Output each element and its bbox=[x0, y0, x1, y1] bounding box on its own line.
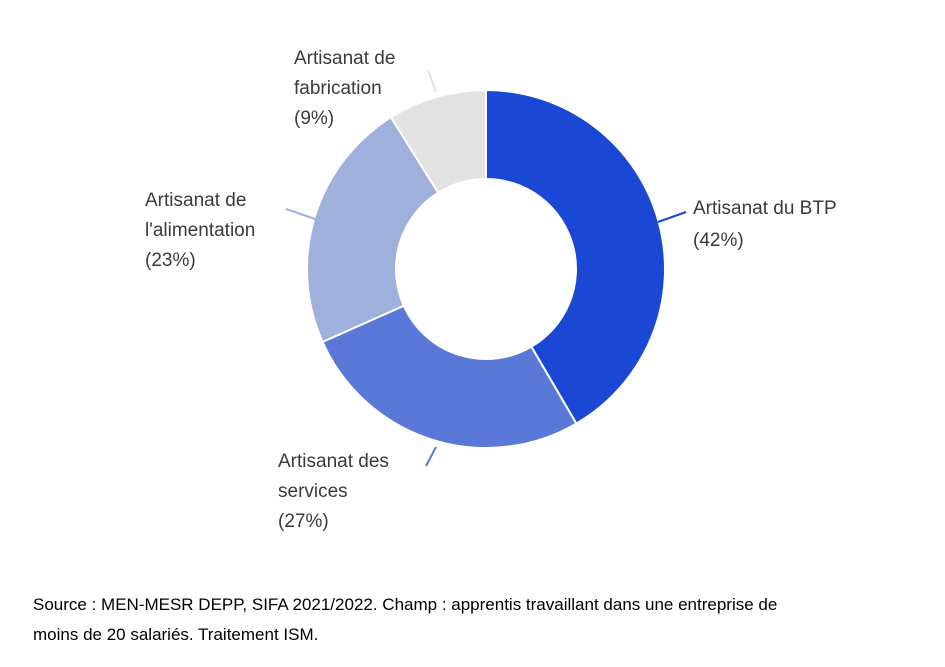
slice-label-alimentation-value: (23%) bbox=[145, 250, 196, 271]
slice-label-services-name-1: Artisanat des bbox=[278, 451, 389, 472]
source-note-line-2: moins de 20 salariés. Traitement ISM. bbox=[33, 625, 319, 644]
leader-line-fabrication bbox=[427, 69, 437, 93]
source-note-line-1: Source : MEN-MESR DEPP, SIFA 2021/2022. … bbox=[33, 595, 778, 614]
slice-label-fabrication-name-2: fabrication bbox=[294, 78, 382, 99]
leader-line-btp bbox=[657, 211, 687, 223]
slice-label-fabrication-value: (9%) bbox=[294, 108, 334, 129]
donut-slice-fabrication bbox=[389, 88, 487, 195]
donut-chart: Artisanat du BTP (42%) Artisanat des ser… bbox=[145, 48, 837, 532]
donut-slice-alimentation bbox=[306, 115, 440, 344]
slice-label-alimentation-name-2: l'alimentation bbox=[145, 220, 255, 241]
donut-slice-btp bbox=[485, 88, 666, 425]
leader-line-alimentation bbox=[285, 208, 319, 221]
slice-label-alimentation-name-1: Artisanat de bbox=[145, 190, 246, 211]
leader-lines bbox=[285, 69, 687, 467]
slice-label-services-value: (27%) bbox=[278, 511, 329, 532]
slice-label-services: Artisanat des services (27%) bbox=[278, 451, 389, 532]
slice-label-alimentation: Artisanat de l'alimentation (23%) bbox=[145, 190, 255, 271]
slice-label-fabrication: Artisanat de fabrication (9%) bbox=[294, 48, 395, 129]
slice-label-btp-value: (42%) bbox=[693, 230, 744, 251]
leader-line-services bbox=[425, 446, 437, 467]
donut-slices bbox=[306, 88, 666, 449]
slice-label-btp-name: Artisanat du BTP bbox=[693, 198, 837, 219]
donut-slice-services bbox=[321, 304, 578, 449]
slice-label-fabrication-name-1: Artisanat de bbox=[294, 48, 395, 69]
source-note: Source : MEN-MESR DEPP, SIFA 2021/2022. … bbox=[33, 590, 933, 650]
slice-label-btp: Artisanat du BTP (42%) bbox=[693, 198, 837, 251]
slice-label-services-name-2: services bbox=[278, 481, 348, 502]
